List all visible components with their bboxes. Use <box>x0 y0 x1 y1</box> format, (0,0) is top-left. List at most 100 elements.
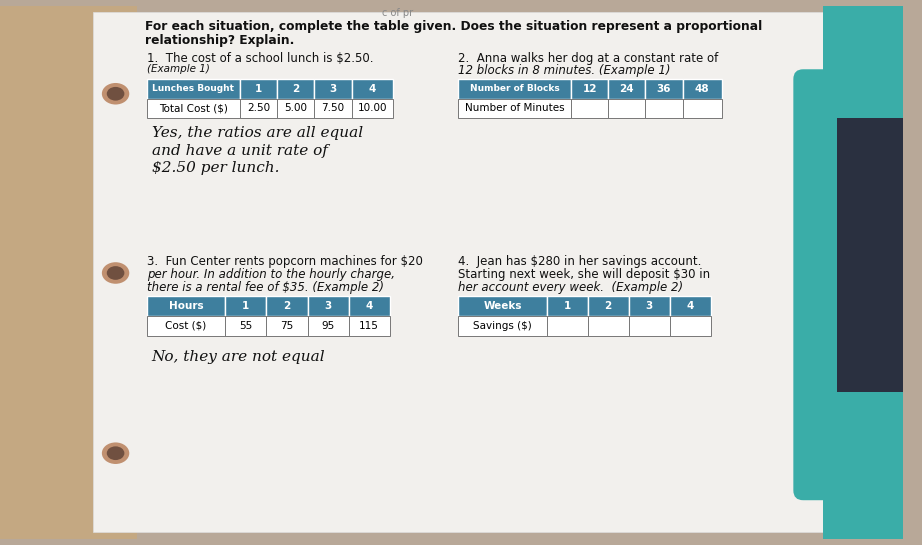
Bar <box>314 99 351 118</box>
Text: 1: 1 <box>563 301 571 311</box>
Ellipse shape <box>101 443 129 464</box>
Text: 2.  Anna walks her dog at a constant rate of: 2. Anna walks her dog at a constant rate… <box>458 52 718 65</box>
Bar <box>458 316 547 336</box>
Ellipse shape <box>107 266 124 280</box>
FancyBboxPatch shape <box>793 69 911 500</box>
Text: Starting next week, she will deposit $30 in: Starting next week, she will deposit $30… <box>458 268 711 281</box>
Bar <box>682 99 722 118</box>
Text: 4: 4 <box>687 301 694 311</box>
Text: 115: 115 <box>360 321 379 331</box>
Text: and have a unit rate of: and have a unit rate of <box>152 144 327 158</box>
Text: Lunches Bought: Lunches Bought <box>152 84 234 93</box>
Bar <box>571 99 609 118</box>
Bar <box>547 316 587 336</box>
Bar <box>349 296 390 316</box>
Bar <box>670 296 711 316</box>
Text: 12: 12 <box>583 84 597 94</box>
Bar <box>225 296 266 316</box>
Bar <box>147 316 225 336</box>
Ellipse shape <box>101 262 129 284</box>
Bar <box>458 99 571 118</box>
Bar <box>682 79 722 99</box>
Ellipse shape <box>101 83 129 105</box>
Text: Yes, the ratios are all equal: Yes, the ratios are all equal <box>152 126 363 140</box>
Bar <box>240 99 278 118</box>
Text: 1: 1 <box>242 301 250 311</box>
Text: 4: 4 <box>365 301 372 311</box>
Text: 2: 2 <box>283 301 290 311</box>
Bar <box>547 296 587 316</box>
Text: 3: 3 <box>645 301 653 311</box>
Text: per hour. In addition to the hourly charge,: per hour. In addition to the hourly char… <box>147 268 395 281</box>
Text: $2.50 per lunch.: $2.50 per lunch. <box>152 161 279 175</box>
Text: 55: 55 <box>239 321 253 331</box>
Text: Total Cost ($): Total Cost ($) <box>159 104 228 113</box>
Ellipse shape <box>107 87 124 101</box>
Bar <box>147 79 240 99</box>
Text: 3: 3 <box>329 84 337 94</box>
Text: 75: 75 <box>280 321 293 331</box>
Text: 12 blocks in 8 minutes. (Example 1): 12 blocks in 8 minutes. (Example 1) <box>458 64 671 77</box>
Text: 4: 4 <box>369 84 376 94</box>
Bar <box>240 79 278 99</box>
Bar <box>93 13 837 531</box>
Text: 36: 36 <box>656 84 671 94</box>
Bar <box>587 316 629 336</box>
Text: 1.  The cost of a school lunch is $2.50.: 1. The cost of a school lunch is $2.50. <box>147 52 373 65</box>
Text: Savings ($): Savings ($) <box>473 321 532 331</box>
Bar <box>351 79 393 99</box>
Bar <box>645 79 682 99</box>
Text: (Example 1): (Example 1) <box>147 64 210 74</box>
Text: Cost ($): Cost ($) <box>165 321 207 331</box>
Text: Number of Minutes: Number of Minutes <box>465 104 564 113</box>
Bar <box>349 316 390 336</box>
Text: 2: 2 <box>605 301 612 311</box>
Bar <box>147 296 225 316</box>
Text: her account every week.  (Example 2): her account every week. (Example 2) <box>458 281 683 294</box>
Text: 24: 24 <box>620 84 634 94</box>
Text: 7.50: 7.50 <box>322 104 345 113</box>
Bar <box>266 296 308 316</box>
Bar <box>225 316 266 336</box>
Bar <box>458 296 547 316</box>
Bar <box>629 296 670 316</box>
Text: Number of Blocks: Number of Blocks <box>470 84 560 93</box>
Bar <box>278 79 314 99</box>
Bar <box>670 316 711 336</box>
Text: Hours: Hours <box>169 301 204 311</box>
Text: For each situation, complete the table given. Does the situation represent a pro: For each situation, complete the table g… <box>145 20 762 33</box>
Bar <box>587 296 629 316</box>
Text: 10.00: 10.00 <box>358 104 387 113</box>
Bar <box>609 99 645 118</box>
Bar <box>571 79 609 99</box>
Text: relationship? Explain.: relationship? Explain. <box>145 34 294 47</box>
Ellipse shape <box>107 446 124 460</box>
Text: 3.  Fun Center rents popcorn machines for $20: 3. Fun Center rents popcorn machines for… <box>147 256 423 268</box>
Bar <box>351 99 393 118</box>
Bar <box>147 99 240 118</box>
Bar <box>629 316 670 336</box>
Text: 4.  Jean has $280 in her savings account.: 4. Jean has $280 in her savings account. <box>458 256 702 268</box>
Text: 95: 95 <box>322 321 335 331</box>
Bar <box>278 99 314 118</box>
Bar <box>458 79 571 99</box>
Bar <box>314 79 351 99</box>
Bar <box>0 5 137 540</box>
Bar <box>837 118 903 392</box>
Bar <box>308 296 349 316</box>
Bar <box>822 5 903 540</box>
Bar <box>308 316 349 336</box>
Bar <box>609 79 645 99</box>
Text: No, they are not equal: No, they are not equal <box>152 350 325 365</box>
Text: c of pr: c of pr <box>382 8 413 17</box>
Bar <box>645 99 682 118</box>
Text: Weeks: Weeks <box>483 301 522 311</box>
Text: 48: 48 <box>695 84 710 94</box>
Text: 3: 3 <box>325 301 332 311</box>
Text: 5.00: 5.00 <box>284 104 307 113</box>
Bar <box>266 316 308 336</box>
Text: there is a rental fee of $35. (Example 2): there is a rental fee of $35. (Example 2… <box>147 281 384 294</box>
Text: 2: 2 <box>292 84 300 94</box>
Text: 2.50: 2.50 <box>247 104 270 113</box>
Text: 1: 1 <box>255 84 262 94</box>
